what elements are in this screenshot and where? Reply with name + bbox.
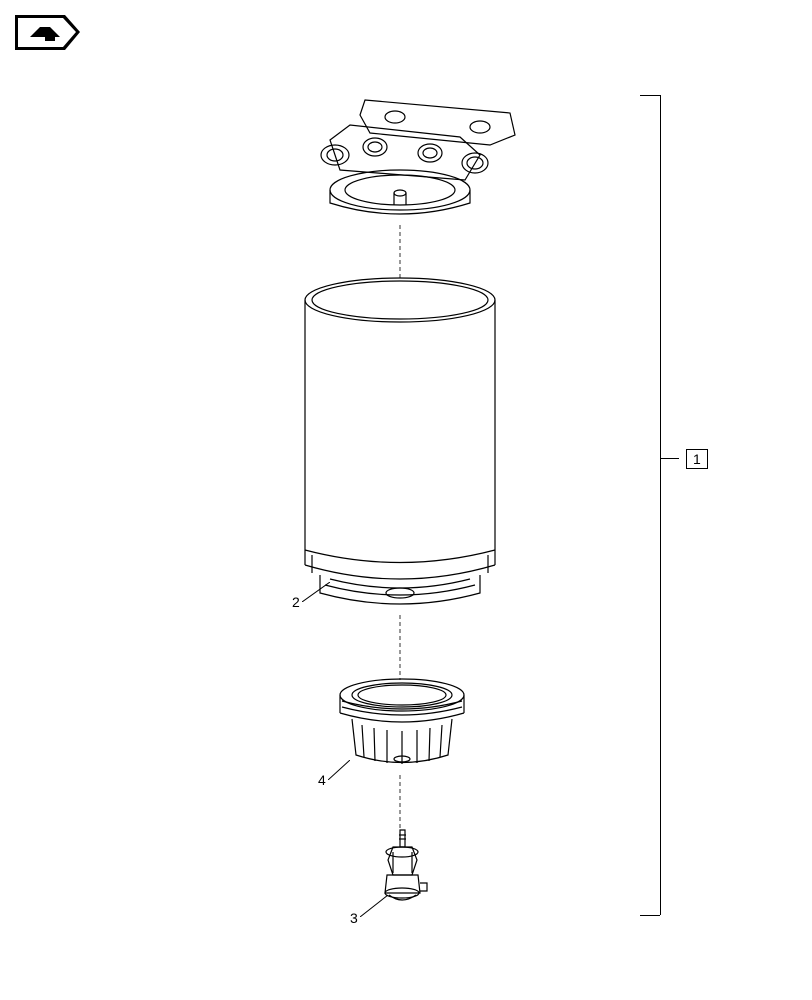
bracket-bottom	[640, 915, 660, 916]
callout-bracket-1	[660, 95, 661, 915]
leader-2	[302, 582, 330, 602]
filter-head-bracket	[280, 85, 540, 235]
assembly-line-1	[398, 225, 402, 280]
leader-4	[328, 760, 350, 780]
bracket-mid	[661, 458, 679, 459]
assembly-line-3	[398, 775, 402, 830]
filter-element	[295, 275, 505, 615]
callout-3: 3	[350, 910, 358, 926]
callout-4: 4	[318, 772, 326, 788]
bracket-top	[640, 95, 660, 96]
leader-3	[360, 895, 388, 917]
page-indicator-icon	[15, 15, 80, 50]
callout-1: 1	[686, 449, 708, 469]
assembly-line-2	[398, 615, 402, 680]
callout-2: 2	[292, 594, 300, 610]
bowl-cap	[332, 675, 472, 775]
